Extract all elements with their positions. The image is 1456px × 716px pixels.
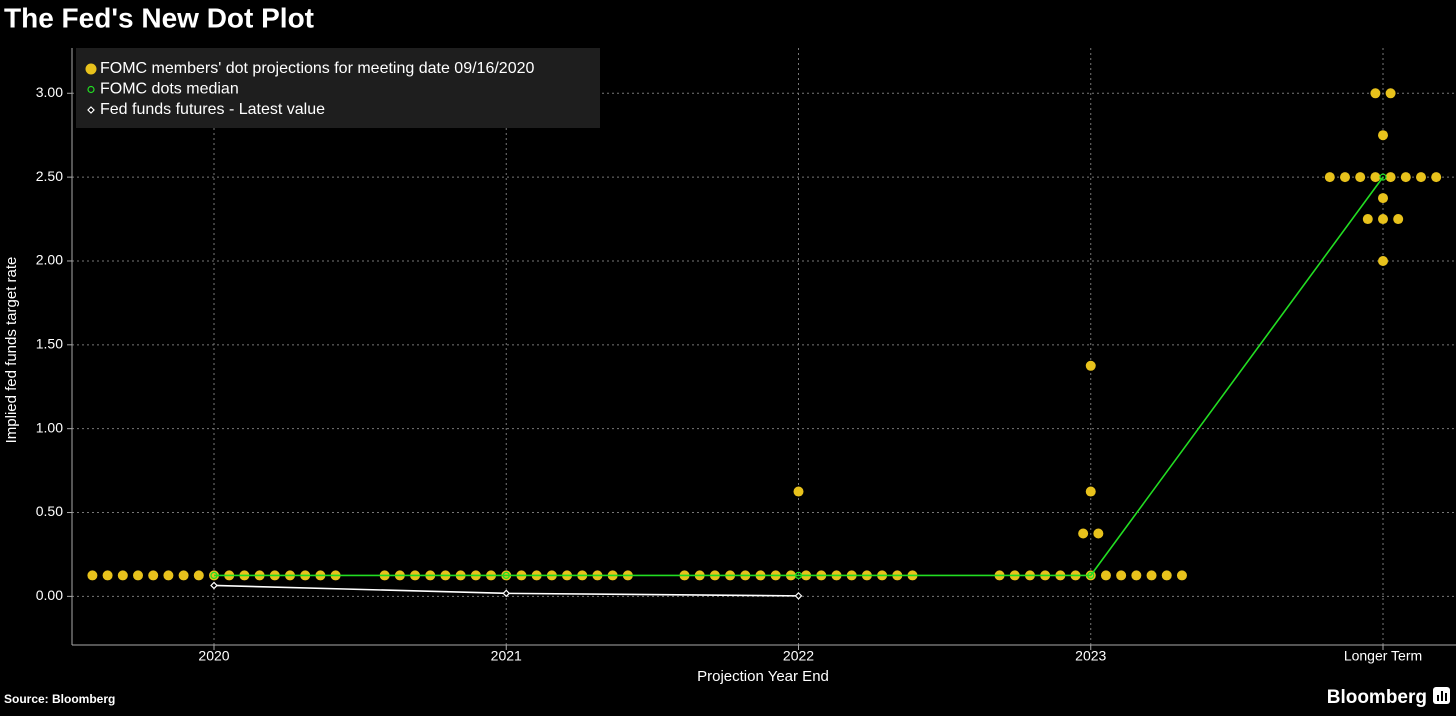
y-tick-label: 0.50 [36, 503, 63, 519]
dot [1161, 570, 1172, 581]
dot [1324, 172, 1335, 183]
x-tick-label: 2023 [1075, 648, 1106, 664]
legend-marker [87, 85, 95, 94]
dot [1362, 214, 1373, 225]
diamond-marker [502, 589, 511, 598]
x-tick-label: 2022 [783, 648, 814, 664]
legend-label: Fed funds futures - Latest value [100, 101, 325, 118]
y-tick-label: 1.00 [36, 419, 63, 435]
y-axis-title: Implied fed funds target rate [3, 257, 20, 444]
median-marker [794, 571, 803, 580]
legend: FOMC members' dot projections for meetin… [76, 48, 600, 128]
dot [102, 570, 113, 581]
dot [148, 570, 159, 581]
diamond-marker [794, 592, 803, 600]
dot [1385, 172, 1396, 183]
y-tick-label: 2.00 [36, 252, 63, 268]
dot [1431, 172, 1442, 183]
legend-box [76, 48, 600, 128]
dot [1393, 214, 1404, 225]
x-tick-label: Longer Term [1344, 648, 1422, 664]
legend-label: FOMC members' dot projections for meetin… [100, 60, 534, 77]
dot [1400, 172, 1411, 183]
dot [1385, 88, 1396, 99]
dot [1370, 172, 1381, 183]
logo-icon [1433, 687, 1450, 704]
dot [1146, 570, 1157, 581]
median-marker [1087, 571, 1095, 580]
x-tick-label: 2020 [198, 648, 229, 664]
dot [1131, 570, 1142, 581]
dot [1078, 528, 1089, 539]
dot [193, 570, 204, 581]
logo: Bloomberg [1327, 687, 1427, 708]
dot [1378, 214, 1388, 225]
dot [1340, 172, 1350, 183]
dot [1093, 528, 1104, 539]
dot [793, 486, 804, 497]
dot [178, 570, 189, 581]
legend-marker [87, 106, 95, 114]
chart-title: The Fed's New Dot Plot [4, 2, 314, 33]
median-marker [1379, 173, 1387, 181]
dot [87, 570, 98, 581]
y-tick-label: 1.50 [36, 336, 63, 352]
median-marker [502, 571, 510, 580]
y-tick-label: 3.00 [36, 84, 63, 100]
dot [1100, 570, 1111, 581]
x-tick-label: 2021 [491, 648, 522, 664]
legend-marker [85, 63, 97, 75]
dot [1116, 570, 1127, 581]
dot [1085, 360, 1096, 371]
median-marker [210, 571, 218, 580]
dot [1378, 130, 1388, 141]
dot [1085, 486, 1096, 497]
dot [117, 570, 128, 581]
source: Source: Bloomberg [4, 692, 115, 706]
series-line [214, 176, 1384, 577]
dot [133, 570, 143, 581]
dot [1355, 172, 1366, 183]
legend-label: FOMC dots median [100, 81, 239, 98]
dot [1416, 172, 1426, 183]
y-tick-label: 0.00 [36, 587, 63, 603]
dot [163, 570, 174, 581]
dot [1176, 570, 1187, 581]
y-tick-label: 2.50 [36, 168, 63, 184]
x-axis-title: Projection Year End [697, 668, 829, 685]
dot [1378, 193, 1388, 204]
diamond-marker [210, 581, 218, 590]
dot [1370, 88, 1381, 99]
dot [1378, 255, 1388, 266]
